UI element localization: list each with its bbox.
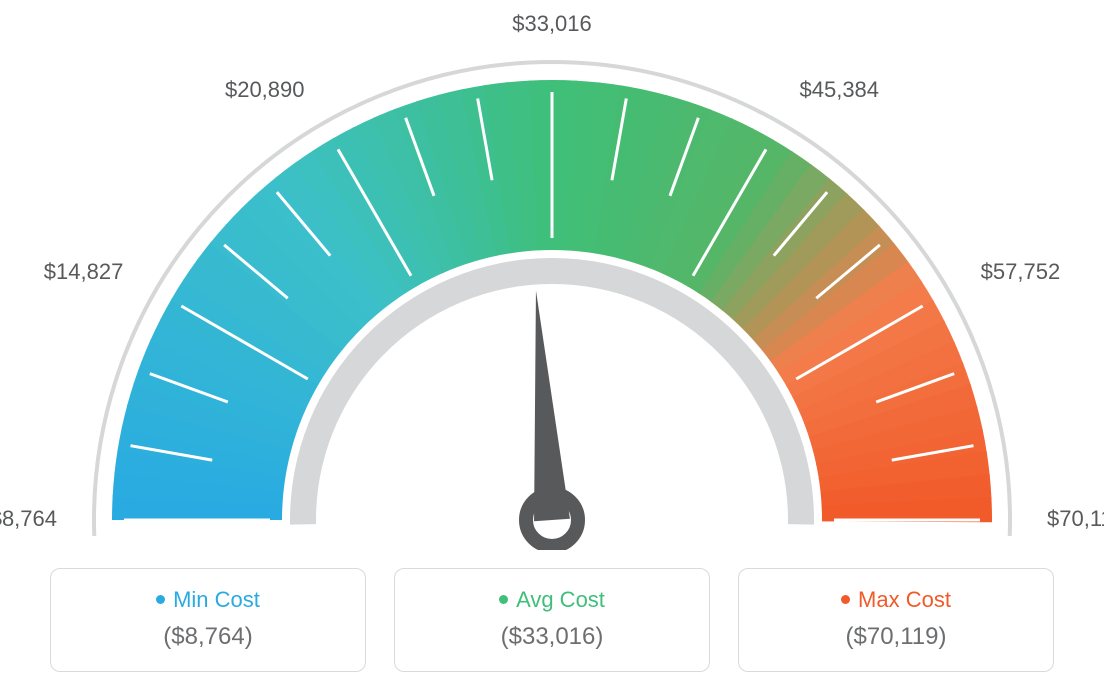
legend-title-text: Max Cost — [858, 587, 951, 612]
legend-title-min: Min Cost — [61, 587, 355, 613]
tick-label: $33,016 — [512, 11, 592, 37]
dot-icon — [156, 595, 165, 604]
legend-card-avg: Avg Cost ($33,016) — [394, 568, 710, 672]
legend-value-min: ($8,764) — [61, 623, 355, 651]
legend-title-text: Avg Cost — [516, 587, 605, 612]
dot-icon — [841, 595, 850, 604]
cost-gauge: $8,764$14,827$20,890$33,016$45,384$57,75… — [52, 10, 1052, 550]
tick-label: $20,890 — [225, 77, 305, 103]
legend-value-max: ($70,119) — [749, 623, 1043, 651]
tick-label: $57,752 — [981, 259, 1061, 285]
legend-value-avg: ($33,016) — [405, 623, 699, 651]
gauge-svg — [52, 10, 1052, 550]
tick-label: $45,384 — [800, 77, 880, 103]
legend-title-max: Max Cost — [749, 587, 1043, 613]
dot-icon — [499, 595, 508, 604]
legend-card-min: Min Cost ($8,764) — [50, 568, 366, 672]
legend-title-avg: Avg Cost — [405, 587, 699, 613]
tick-label: $70,119 — [1047, 506, 1104, 532]
tick-label: $8,764 — [0, 506, 57, 532]
legend-title-text: Min Cost — [173, 587, 260, 612]
tick-label: $14,827 — [44, 259, 124, 285]
legend-card-max: Max Cost ($70,119) — [738, 568, 1054, 672]
legend-row: Min Cost ($8,764) Avg Cost ($33,016) Max… — [50, 568, 1054, 672]
gauge-needle — [534, 291, 570, 522]
